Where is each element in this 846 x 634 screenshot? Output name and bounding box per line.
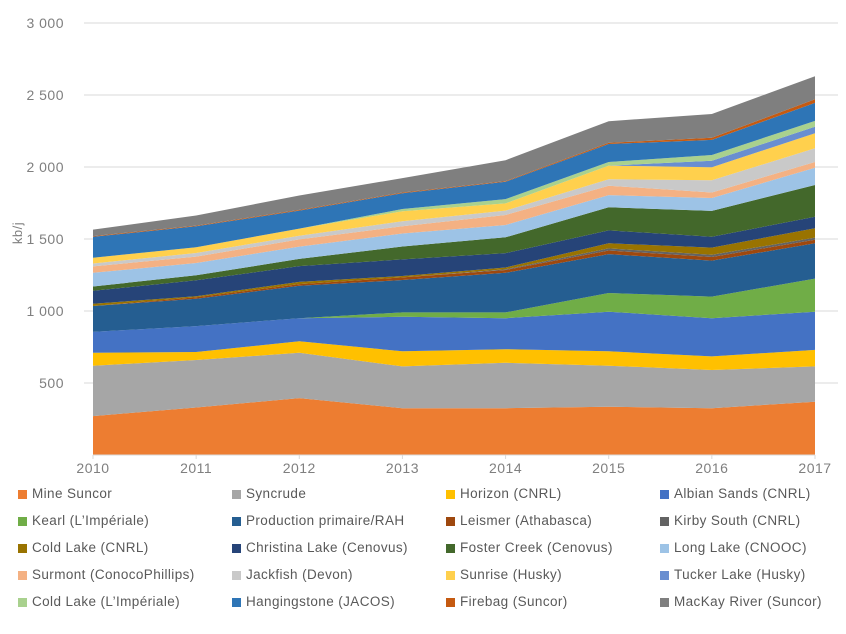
legend-item: MacKay River (Suncor)	[660, 592, 846, 612]
series-areas	[93, 76, 815, 455]
y-tick-label: 2 500	[26, 87, 64, 103]
legend-label: Kirby South (CNRL)	[674, 513, 801, 528]
series-area-10	[93, 216, 815, 304]
y-tick-labels: 500 1 000 1 500 2 000 2 500 3 000	[26, 15, 64, 391]
legend-item: Long Lake (CNOOC)	[660, 538, 846, 558]
y-tick-label: 2 000	[26, 159, 64, 175]
legend-item: Leismer (Athabasca)	[446, 511, 660, 531]
legend-item: Christina Lake (Cenovus)	[232, 538, 446, 558]
legend-swatch	[18, 489, 27, 499]
legend-label: Mine Suncor	[32, 486, 113, 501]
legend-item: Horizon (CNRL)	[446, 484, 660, 504]
legend-label: Albian Sands (CNRL)	[674, 486, 811, 501]
legend-swatch	[446, 597, 455, 607]
legend-item: Jackfish (Devon)	[232, 565, 446, 585]
legend-swatch	[232, 570, 241, 580]
series-area-5	[93, 278, 815, 332]
legend-swatch	[232, 489, 241, 499]
legend-item: Mine Suncor	[18, 484, 232, 504]
x-tick-label: 2013	[386, 460, 419, 476]
legend-label: Hangingstone (JACOS)	[246, 594, 396, 609]
series-area-15	[93, 133, 815, 264]
x-tick-labels: 2010 2011 2012 2013 2014 2015 2016 2017	[76, 460, 831, 476]
legend-swatch	[660, 570, 669, 580]
x-tick-label: 2017	[798, 460, 831, 476]
x-tick-label: 2014	[489, 460, 522, 476]
legend-label: Firebag (Suncor)	[460, 594, 568, 609]
legend-swatch	[18, 570, 27, 580]
x-tick-label: 2012	[283, 460, 316, 476]
legend-item: Production primaire/RAH	[232, 511, 446, 531]
y-tick-label: 3 000	[26, 15, 64, 31]
legend-label: Syncrude	[246, 486, 307, 501]
legend-item: Cold Lake (L’Impériale)	[18, 592, 232, 612]
x-tick-label: 2016	[695, 460, 728, 476]
legend-item: Cold Lake (CNRL)	[18, 538, 232, 558]
legend-label: Christina Lake (Cenovus)	[246, 540, 408, 555]
legend-swatch	[660, 543, 669, 553]
legend-label: Long Lake (CNOOC)	[674, 540, 807, 555]
legend-label: Production primaire/RAH	[246, 513, 405, 528]
y-tick-label: 1 000	[26, 303, 64, 319]
legend-swatch	[18, 543, 27, 553]
x-tick-label: 2011	[180, 460, 212, 476]
legend-item: Hangingstone (JACOS)	[232, 592, 446, 612]
plot-area: 500 1 000 1 500 2 000 2 500 3 000 2010 2011 201…	[10, 15, 838, 476]
x-axis	[92, 454, 816, 459]
series-area-18	[93, 102, 815, 258]
series-area-3	[93, 341, 815, 370]
legend-item: Tucker Lake (Husky)	[660, 565, 846, 585]
legend-swatch	[232, 543, 241, 553]
legend-item: Kirby South (CNRL)	[660, 511, 846, 531]
series-area-12	[93, 167, 815, 287]
series-area-1	[93, 398, 815, 455]
series-area-13	[93, 162, 815, 273]
x-tick-label: 2015	[592, 460, 625, 476]
legend-label: Tucker Lake (Husky)	[674, 567, 806, 582]
series-area-20	[93, 76, 815, 237]
legend-label: Sunrise (Husky)	[460, 567, 563, 582]
legend-swatch	[446, 543, 455, 553]
legend-swatch	[446, 489, 455, 499]
legend-item: Syncrude	[232, 484, 446, 504]
series-area-6	[93, 243, 815, 332]
legend-swatch	[660, 516, 669, 526]
legend-label: Kearl (L’Impériale)	[32, 513, 150, 528]
legend-label: MacKay River (Suncor)	[674, 594, 822, 609]
legend: Mine Suncor Syncrude Horizon (CNRL) Albian …	[18, 484, 846, 612]
legend-item: Firebag (Suncor)	[446, 592, 660, 612]
legend-label: Leismer (Athabasca)	[460, 513, 593, 528]
legend-swatch	[660, 597, 669, 607]
legend-label: Horizon (CNRL)	[460, 486, 562, 501]
legend-swatch	[446, 570, 455, 580]
series-area-4	[93, 311, 815, 357]
legend-item: Albian Sands (CNRL)	[660, 484, 846, 504]
legend-swatch	[232, 597, 241, 607]
y-tick-label: 1 500	[26, 231, 64, 247]
legend-item: Sunrise (Husky)	[446, 565, 660, 585]
series-area-11	[93, 185, 815, 291]
legend-swatch	[18, 516, 27, 526]
legend-item: Foster Creek (Cenovus)	[446, 538, 660, 558]
legend-swatch	[232, 516, 241, 526]
legend-swatch	[18, 597, 27, 607]
legend-swatch	[446, 516, 455, 526]
legend-swatch	[660, 489, 669, 499]
series-area-9	[93, 228, 815, 306]
legend-label: Cold Lake (L’Impériale)	[32, 594, 181, 609]
x-tick-label: 2010	[76, 460, 109, 476]
series-area-2	[93, 352, 815, 417]
legend-label: Jackfish (Devon)	[246, 567, 353, 582]
legend-item: Kearl (L’Impériale)	[18, 511, 232, 531]
legend-label: Cold Lake (CNRL)	[32, 540, 149, 555]
y-axis-title: kb/j	[10, 222, 25, 244]
legend-item: Surmont (ConocoPhillips)	[18, 565, 232, 585]
legend-label: Surmont (ConocoPhillips)	[32, 567, 195, 582]
y-tick-label: 500	[39, 375, 64, 391]
legend-label: Foster Creek (Cenovus)	[460, 540, 613, 555]
